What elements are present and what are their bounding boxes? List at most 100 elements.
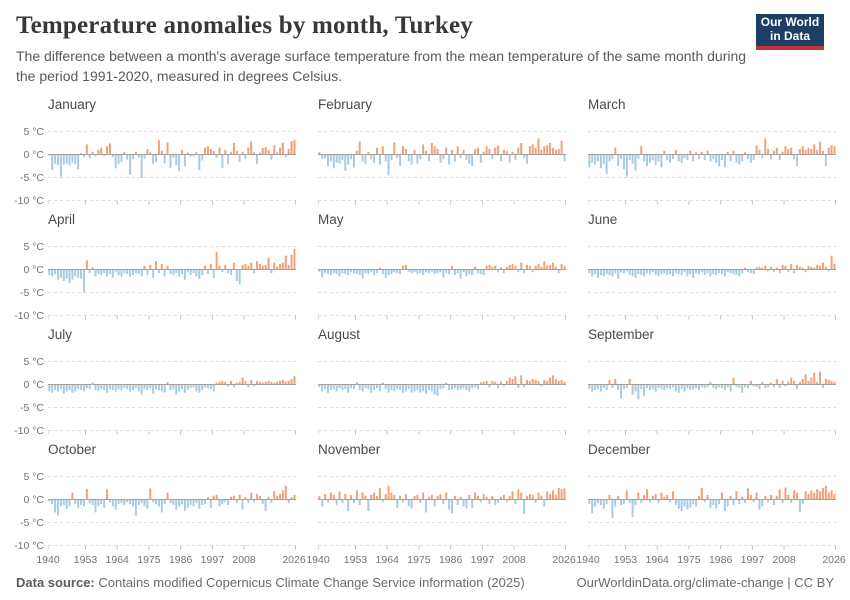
anomaly-bar xyxy=(614,269,617,274)
anomaly-bar xyxy=(427,269,430,274)
anomaly-bar xyxy=(453,495,456,500)
anomaly-bar xyxy=(261,148,264,155)
anomaly-bar xyxy=(65,269,68,279)
anomaly-bar xyxy=(735,384,738,388)
anomaly-bar xyxy=(103,154,106,156)
anomaly-bar xyxy=(255,493,258,500)
anomaly-bar xyxy=(634,269,637,278)
anomaly-bar xyxy=(534,147,537,155)
anomaly-bar xyxy=(157,269,160,274)
anomaly-bar xyxy=(390,154,393,161)
anomaly-bar xyxy=(554,494,557,500)
anomaly-bar xyxy=(563,265,566,270)
anomaly-bar xyxy=(801,146,804,155)
anomaly-bar xyxy=(485,146,488,155)
anomaly-bar xyxy=(91,499,94,506)
anomaly-bar xyxy=(224,149,227,155)
anomaly-bar xyxy=(798,266,801,270)
y-axis-tick-label: -10 °C xyxy=(14,194,44,207)
anomaly-bar xyxy=(270,381,273,385)
anomaly-bar xyxy=(651,154,654,161)
anomaly-bar xyxy=(453,269,456,276)
anomaly-bar xyxy=(451,384,453,390)
anomaly-bar xyxy=(74,269,77,277)
y-axis-tick-label: -5 °C xyxy=(19,516,44,529)
anomaly-bar xyxy=(830,490,833,500)
anomaly-bar xyxy=(181,499,183,505)
anomaly-bar xyxy=(74,384,77,392)
anomaly-bar xyxy=(620,499,623,506)
anomaly-bar xyxy=(350,154,353,160)
anomaly-bar xyxy=(108,499,111,503)
anomaly-bar xyxy=(48,269,51,276)
anomaly-bar xyxy=(276,381,279,385)
anomaly-bar xyxy=(456,146,459,155)
anomaly-bar xyxy=(614,378,617,385)
chart-title: August xyxy=(318,327,361,342)
anomaly-bar xyxy=(451,265,453,270)
anomaly-bar xyxy=(321,384,324,392)
anomaly-bar xyxy=(183,499,186,511)
anomaly-bar xyxy=(833,263,836,270)
anomaly-bar xyxy=(134,384,137,389)
anomaly-bar xyxy=(683,499,686,507)
anomaly-bar xyxy=(537,138,540,155)
anomaly-bar xyxy=(732,499,735,506)
owid-link[interactable]: OurWorldinData.org/climate-change xyxy=(576,575,784,590)
anomaly-bar xyxy=(715,154,718,163)
anomaly-bar xyxy=(723,384,726,391)
anomaly-bar xyxy=(347,154,350,165)
anomaly-bar xyxy=(758,266,761,270)
anomaly-bar xyxy=(697,269,700,275)
anomaly-bar xyxy=(442,154,445,160)
anomaly-bar xyxy=(497,269,500,273)
anomaly-bar xyxy=(433,384,436,395)
bar-plot-april xyxy=(48,246,296,320)
anomaly-bar xyxy=(172,384,175,390)
anomaly-bar xyxy=(230,269,233,276)
anomaly-bar xyxy=(790,147,793,155)
anomaly-bar xyxy=(514,376,517,385)
anomaly-bar xyxy=(476,269,479,274)
anomaly-bar xyxy=(744,267,747,270)
anomaly-bar xyxy=(597,384,599,390)
anomaly-bar xyxy=(485,265,488,270)
anomaly-bar xyxy=(804,491,807,500)
anomaly-bar xyxy=(204,147,207,155)
anomaly-bar xyxy=(134,151,137,155)
anomaly-bar xyxy=(819,371,822,385)
chart-cell-march: March xyxy=(588,97,836,207)
anomaly-bar xyxy=(335,269,338,275)
anomaly-bar xyxy=(462,149,465,155)
anomaly-bar xyxy=(48,154,51,156)
x-axis-tick-label: 2026 xyxy=(552,554,576,566)
anomaly-bar xyxy=(324,384,327,390)
anomaly-bar xyxy=(146,148,149,155)
anomaly-bar xyxy=(387,384,390,393)
anomaly-bar xyxy=(761,381,764,385)
anomaly-bar xyxy=(775,267,778,270)
anomaly-bar xyxy=(502,494,505,500)
anomaly-bar xyxy=(235,150,238,155)
anomaly-bar xyxy=(324,493,327,500)
anomaly-bar xyxy=(65,499,68,509)
anomaly-bar xyxy=(430,269,433,272)
anomaly-bar xyxy=(267,496,270,500)
anomaly-bar xyxy=(494,381,497,385)
anomaly-bar xyxy=(741,269,744,274)
anomaly-bar xyxy=(169,384,172,391)
footer: Data source: Contains modified Copernicu… xyxy=(16,575,834,590)
anomaly-bar xyxy=(749,380,752,385)
anomaly-bar xyxy=(373,269,376,276)
anomaly-bar xyxy=(427,384,430,391)
anomaly-bar xyxy=(605,384,608,391)
anomaly-bar xyxy=(221,380,224,385)
anomaly-bar xyxy=(790,377,793,385)
anomaly-bar xyxy=(669,269,672,275)
x-axis-tick-label: 1975 xyxy=(677,554,701,566)
anomaly-bar xyxy=(703,154,706,161)
anomaly-bar xyxy=(261,382,264,385)
anomaly-bar xyxy=(261,265,264,270)
anomaly-bar xyxy=(347,499,350,511)
anomaly-bar xyxy=(752,154,755,161)
